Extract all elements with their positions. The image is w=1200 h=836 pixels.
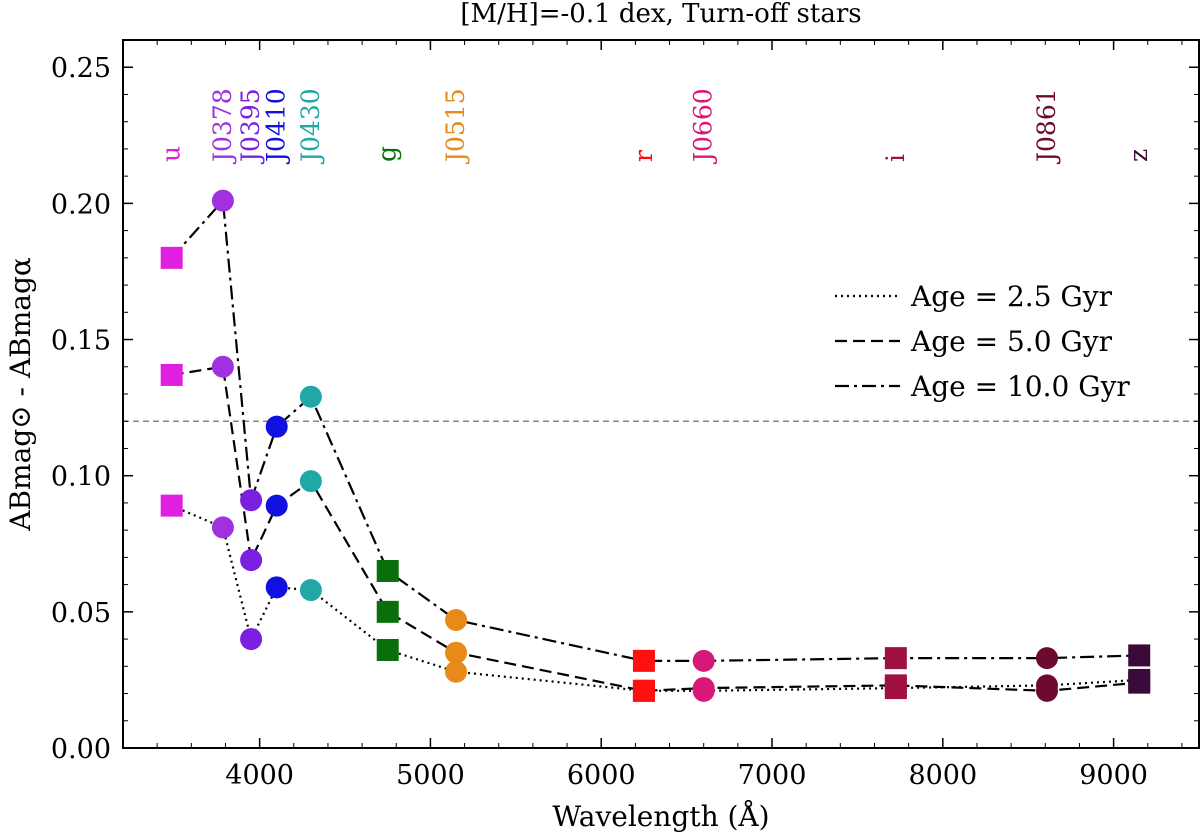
series-line-2 (170, 198, 1140, 662)
marker-J0430-s0 (299, 579, 322, 602)
marker-J0660-s1 (692, 677, 715, 700)
filter-label-J0660: J0660 (689, 88, 718, 165)
filter-label-z: z (1124, 149, 1153, 162)
marker-J0378-s1 (211, 355, 234, 378)
chart-title: [M/H]=-0.1 dex, Turn-off stars (460, 0, 861, 29)
marker-u-s2 (160, 246, 183, 269)
filter-label-J0410: J0410 (262, 88, 291, 165)
marker-i-s1 (884, 674, 907, 697)
marker-J0378-s0 (211, 516, 234, 539)
marker-r-s1 (632, 679, 655, 702)
marker-J0410-s2 (265, 415, 288, 438)
y-tick-label: 0.05 (51, 598, 111, 629)
filter-label-i: i (881, 154, 910, 162)
y-tick-label: 0.00 (51, 734, 111, 765)
x-tick-label: 5000 (396, 760, 465, 791)
marker-z-s1 (1128, 671, 1151, 694)
marker-J0430-s1 (299, 470, 322, 493)
x-tick-label: 6000 (567, 760, 636, 791)
legend-label-1: Age = 5.0 Gyr (910, 325, 1113, 358)
filter-label-J0395: J0395 (236, 88, 265, 165)
filter-label-r: r (629, 150, 658, 162)
y-tick-label: 0.25 (51, 53, 111, 84)
series-line-1 (171, 365, 1140, 692)
marker-z-s2 (1128, 644, 1151, 667)
legend-label-2: Age = 10.0 Gyr (910, 370, 1130, 403)
marker-J0430-s2 (299, 385, 322, 408)
marker-J0861-s2 (1035, 647, 1058, 670)
y-tick-label: 0.15 (51, 326, 111, 357)
marker-g-s2 (376, 560, 399, 582)
series-lines (170, 198, 1140, 692)
marker-J0515-s0 (445, 660, 468, 683)
filter-label-u: u (157, 146, 186, 162)
series-line-0 (171, 504, 1140, 692)
marker-J0410-s0 (265, 576, 288, 599)
marker-J0861-s1 (1035, 679, 1058, 702)
marker-J0395-s1 (240, 549, 263, 572)
y-axis-label: ABmag⊙ - ABmagα (4, 257, 37, 532)
marker-J0395-s2 (240, 489, 263, 512)
x-tick-label: 8000 (908, 760, 977, 791)
marker-g-s1 (376, 600, 399, 623)
axis-ticks: 4000 5000 6000 7000 8000 9000 0.00 0.05 0.10 0.15… (51, 40, 1199, 791)
marker-i-s2 (884, 647, 907, 670)
marker-g-s0 (376, 638, 399, 661)
filter-label-J0861: J0861 (1032, 88, 1061, 165)
data-markers (160, 189, 1151, 702)
marker-u-s1 (160, 363, 183, 386)
marker-u-s0 (160, 494, 183, 517)
marker-J0378-s2 (211, 189, 234, 212)
legend: Age = 2.5 Gyr Age = 5.0 Gyr Age = 10.0 Gyr (835, 280, 1130, 403)
marker-J0515-s2 (445, 609, 468, 632)
filter-label-J0515: J0515 (441, 88, 470, 165)
filter-label-g: g (373, 146, 402, 162)
x-tick-label: 9000 (1079, 760, 1148, 791)
y-tick-label: 0.10 (51, 462, 111, 493)
filter-label-J0430: J0430 (296, 88, 325, 165)
x-tick-label: 4000 (225, 760, 294, 791)
marker-J0410-s1 (265, 494, 288, 517)
x-axis-label: Wavelength (Å) (552, 800, 769, 833)
x-tick-label: 7000 (738, 760, 807, 791)
marker-J0395-s0 (240, 628, 263, 651)
legend-label-0: Age = 2.5 Gyr (910, 280, 1113, 313)
filter-label-J0378: J0378 (208, 88, 237, 165)
y-tick-label: 0.20 (51, 189, 111, 220)
marker-J0515-s1 (445, 641, 468, 664)
marker-J0660-s2 (692, 649, 715, 672)
marker-r-s2 (632, 649, 655, 672)
